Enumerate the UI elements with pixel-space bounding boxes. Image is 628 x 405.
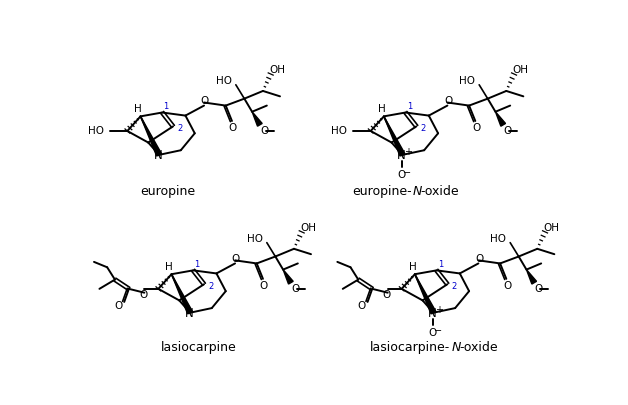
Text: HO: HO — [490, 234, 506, 244]
Polygon shape — [526, 270, 536, 284]
Text: OH: OH — [543, 223, 560, 233]
Polygon shape — [495, 112, 506, 126]
Polygon shape — [141, 116, 161, 156]
Text: 1: 1 — [163, 102, 169, 111]
Text: 1: 1 — [438, 260, 443, 269]
Text: O: O — [232, 254, 240, 264]
Text: O: O — [114, 301, 122, 311]
Text: H: H — [134, 104, 142, 115]
Text: O: O — [503, 281, 511, 291]
Text: 1: 1 — [407, 102, 412, 111]
Text: HO: HO — [247, 234, 263, 244]
Text: 2: 2 — [421, 124, 426, 133]
Polygon shape — [415, 274, 436, 314]
Text: europine: europine — [140, 185, 195, 198]
Text: O: O — [504, 126, 512, 136]
Text: O: O — [472, 123, 480, 133]
Text: OH: OH — [269, 65, 285, 75]
Text: N: N — [185, 307, 193, 320]
Text: H: H — [377, 104, 386, 115]
Text: O: O — [229, 123, 237, 133]
Polygon shape — [384, 116, 405, 156]
Text: europine-: europine- — [352, 185, 412, 198]
Text: O: O — [291, 284, 300, 294]
Text: HO: HO — [332, 126, 347, 136]
Text: −: − — [403, 168, 411, 178]
Text: HO: HO — [88, 126, 104, 136]
Text: +: + — [435, 305, 443, 315]
Polygon shape — [283, 270, 293, 284]
Text: O: O — [398, 170, 406, 180]
Text: O: O — [201, 96, 209, 106]
Text: −: − — [434, 326, 442, 336]
Text: O: O — [534, 284, 543, 294]
Text: -oxide: -oxide — [459, 341, 497, 354]
Text: N: N — [428, 307, 437, 320]
Text: N: N — [413, 185, 422, 198]
Text: OH: OH — [300, 223, 316, 233]
Text: H: H — [409, 262, 416, 272]
Text: HO: HO — [459, 76, 475, 86]
Text: O: O — [259, 281, 268, 291]
Text: -oxide: -oxide — [420, 185, 459, 198]
Text: OH: OH — [512, 65, 528, 75]
Text: O: O — [139, 290, 148, 300]
Text: +: + — [404, 147, 412, 157]
Text: O: O — [444, 96, 452, 106]
Text: N: N — [452, 341, 461, 354]
Text: O: O — [357, 301, 365, 311]
Text: O: O — [261, 126, 269, 136]
Text: lasiocarpine: lasiocarpine — [161, 341, 237, 354]
Text: N: N — [398, 149, 406, 162]
Text: H: H — [165, 262, 173, 272]
Polygon shape — [171, 274, 193, 314]
Text: 2: 2 — [177, 124, 183, 133]
Text: O: O — [383, 290, 391, 300]
Text: 2: 2 — [452, 282, 457, 291]
Text: lasiocarpine-: lasiocarpine- — [371, 341, 450, 354]
Polygon shape — [252, 112, 262, 126]
Text: 2: 2 — [208, 282, 214, 291]
Text: N: N — [154, 149, 163, 162]
Text: HO: HO — [216, 76, 232, 86]
Text: O: O — [428, 328, 437, 338]
Text: 1: 1 — [195, 260, 200, 269]
Text: O: O — [475, 254, 484, 264]
